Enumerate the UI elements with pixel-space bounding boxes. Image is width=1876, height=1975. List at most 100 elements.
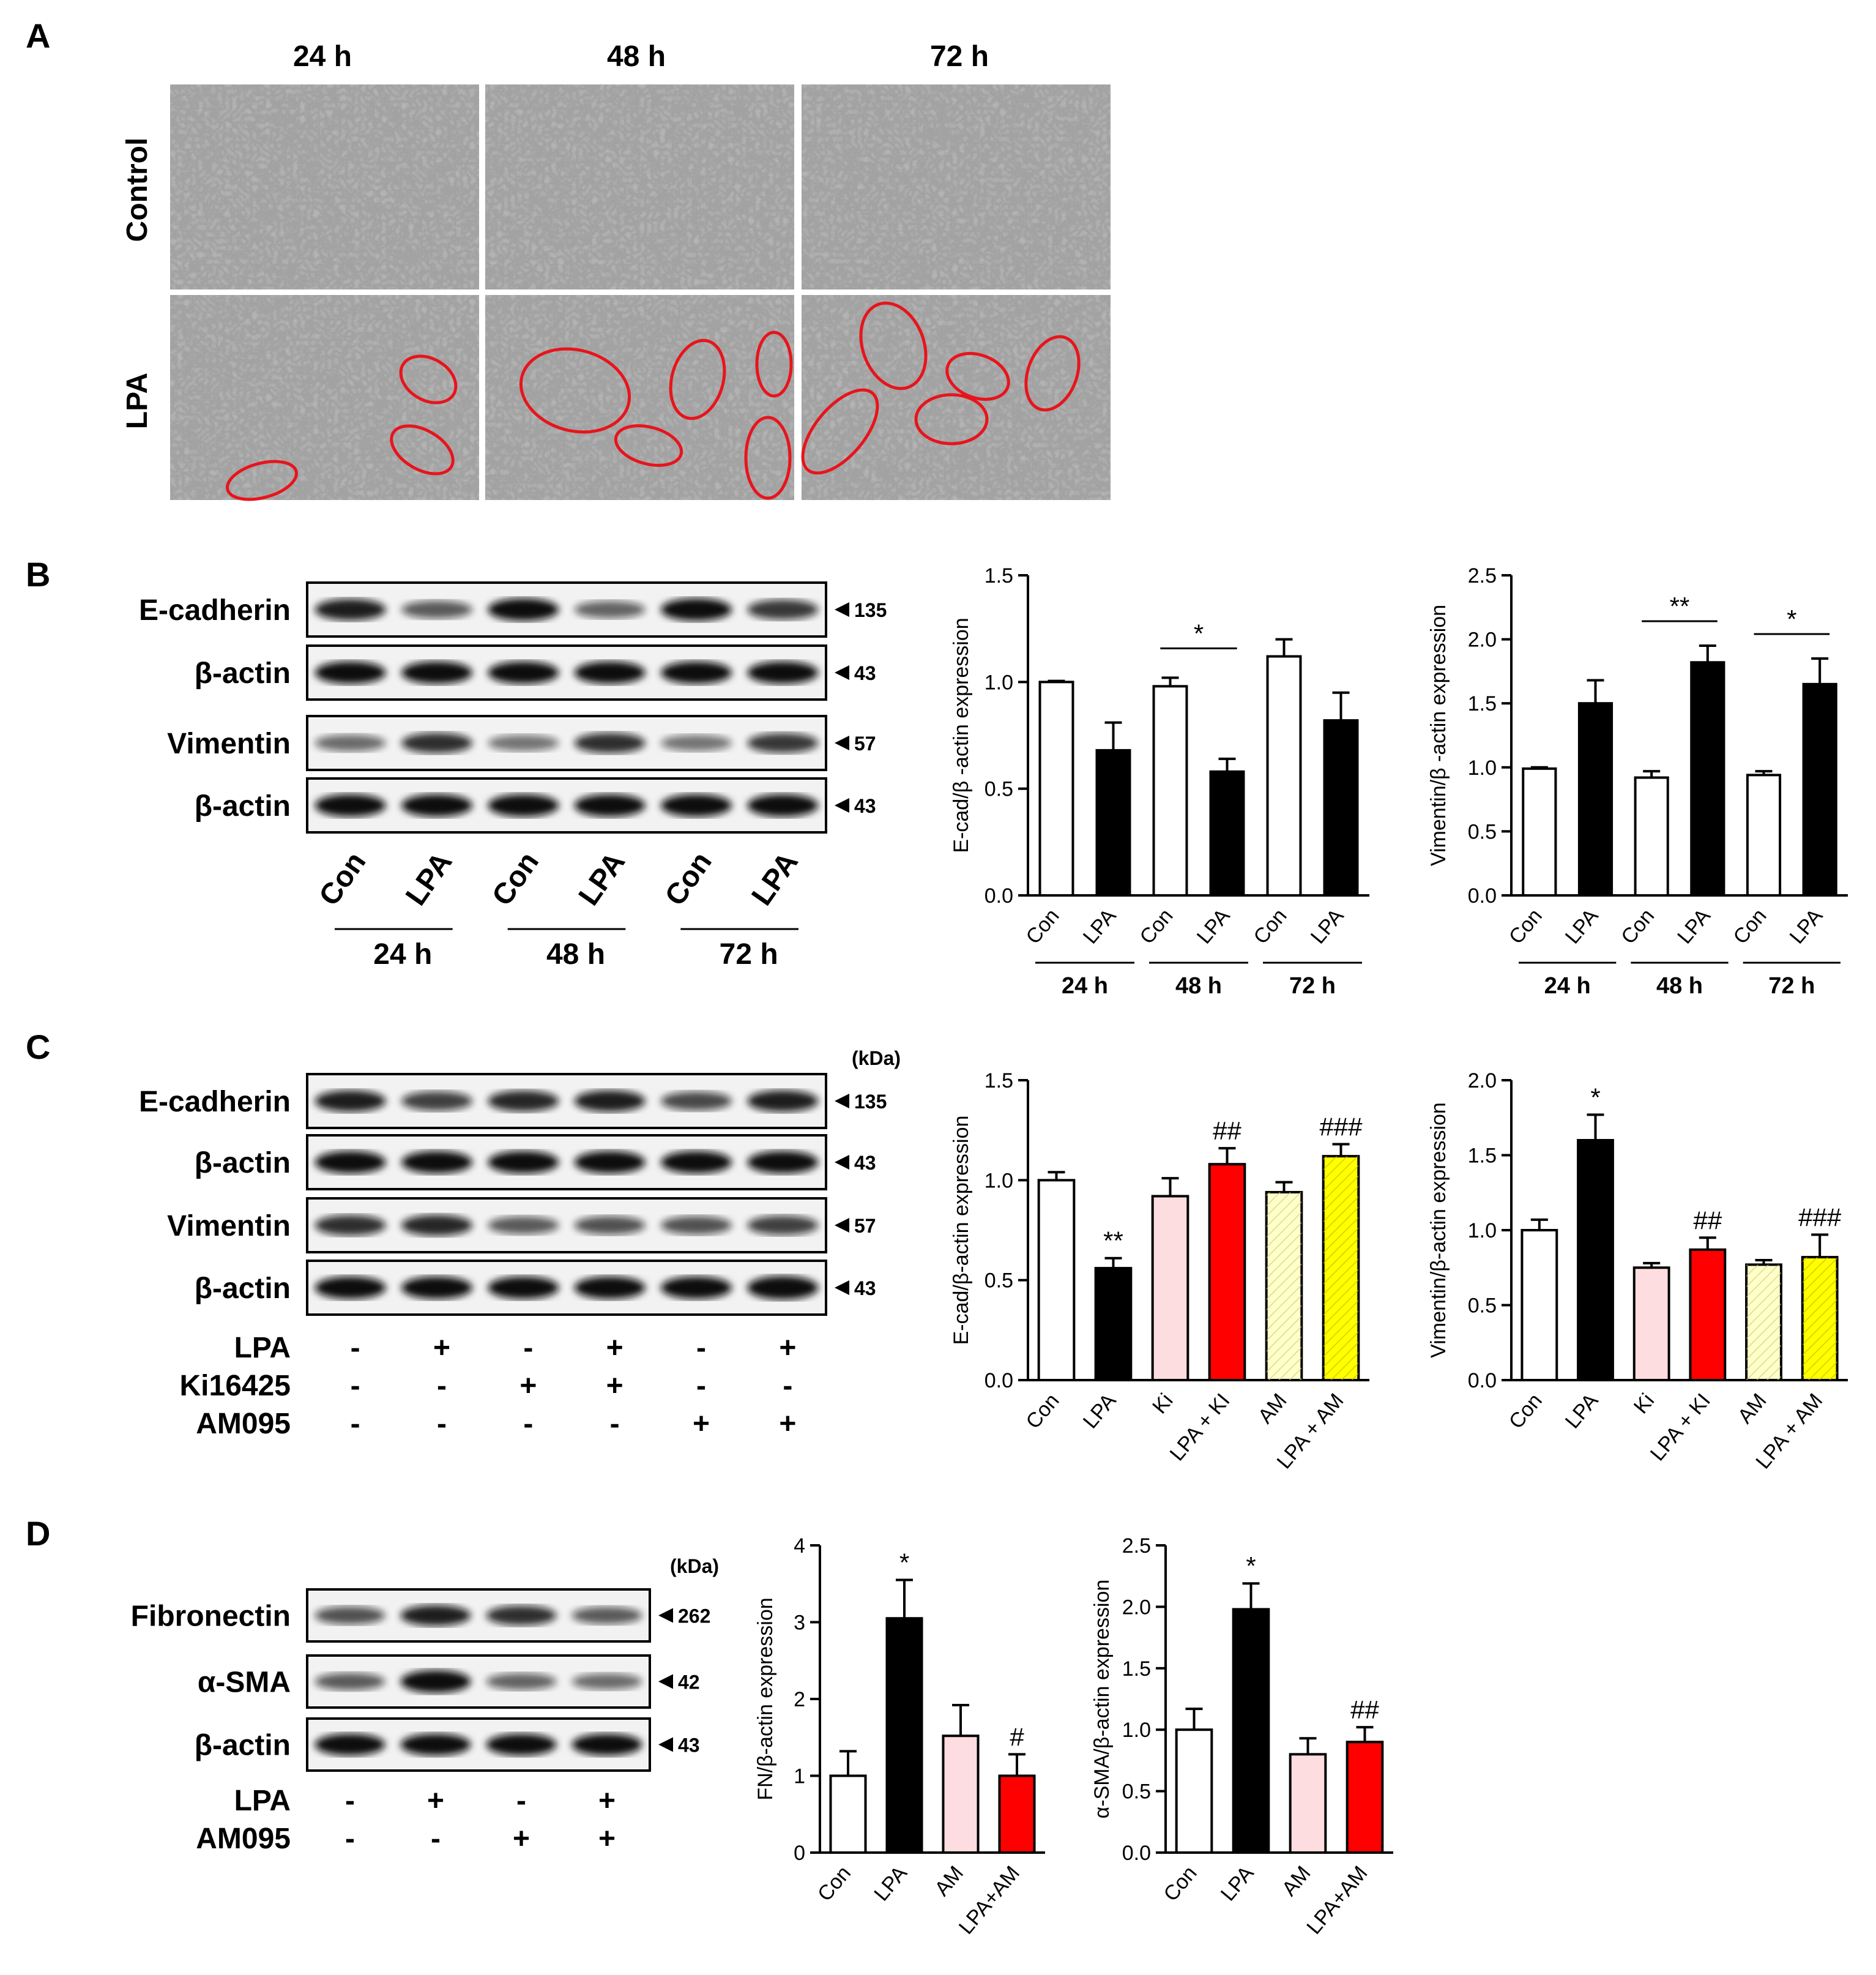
blot-band: [574, 794, 646, 817]
blot-band: [661, 1151, 732, 1174]
blot-band: [401, 794, 472, 817]
y-tick-label: 1.5: [1468, 692, 1497, 715]
blot-band: [488, 734, 559, 752]
x-tick-label: Con: [1617, 905, 1659, 949]
bar: [1266, 655, 1302, 897]
treatment-sign: -: [437, 1408, 447, 1440]
bar-hatch: [1746, 1264, 1781, 1380]
blot-band: [661, 661, 732, 684]
treatment-label: LPA: [234, 1785, 291, 1817]
cell-marker: [669, 338, 726, 420]
treatment-sign: +: [598, 1785, 616, 1817]
significance-label: ##: [1350, 1695, 1379, 1724]
blot-row-label: β-actin: [195, 1147, 291, 1179]
bar: [1209, 770, 1245, 897]
arrow-marker: [835, 736, 849, 750]
x-tick-label: LPA: [1561, 904, 1603, 948]
blot-band: [574, 661, 646, 684]
bar: [1175, 1728, 1213, 1854]
blot-row-label: β-actin: [195, 1272, 291, 1305]
arrow-marker: [658, 1674, 673, 1689]
blot-row-label: Fibronectin: [131, 1600, 291, 1633]
y-axis-label: E-cad/β -actin expression: [950, 618, 973, 853]
significance-label: **: [1670, 592, 1690, 621]
treatment-sign: -: [523, 1408, 533, 1440]
bar: [1094, 1267, 1133, 1381]
y-tick-label: 1.0: [1468, 1219, 1497, 1242]
y-tick-label: 1.5: [985, 564, 1013, 588]
x-tick-label: LPA: [1079, 1389, 1121, 1433]
kda-value: 43: [854, 1277, 876, 1299]
blot-band: [661, 1091, 732, 1111]
row-label-control: Control: [121, 138, 154, 242]
blot-band: [315, 1673, 385, 1690]
arrow-marker: [658, 1608, 673, 1623]
treatment-label: Ki16425: [180, 1370, 291, 1402]
y-tick-label: 2.0: [1122, 1596, 1151, 1619]
x-tick-label: LPA + KI: [1165, 1389, 1234, 1466]
treatment-sign: -: [437, 1370, 447, 1402]
blot-band: [400, 1670, 471, 1693]
cell-marker: [755, 330, 793, 398]
treatment-sign: -: [431, 1823, 441, 1855]
blot-band: [401, 600, 472, 619]
blot-strip: [306, 777, 827, 834]
x-tick-label: Ki: [1629, 1389, 1659, 1419]
kda-value: 57: [854, 1215, 876, 1237]
x-tick-label: Con: [1729, 905, 1771, 949]
blot-band: [315, 1276, 386, 1299]
micrograph-cells: [170, 84, 479, 289]
blot-strip: [306, 581, 827, 638]
row-label-lpa: LPA: [121, 373, 154, 429]
blot-band: [315, 1733, 385, 1756]
y-tick-label: 1.0: [985, 1169, 1013, 1192]
lane-label: Con: [313, 846, 373, 912]
x-tick-label: AM: [1254, 1389, 1292, 1428]
blot-band: [488, 794, 559, 817]
y-tick-label: 0.0: [985, 884, 1013, 908]
blot-band: [747, 661, 819, 684]
bar: [1577, 1139, 1614, 1381]
blot-band: [661, 598, 732, 621]
group-label: 24 h: [1544, 973, 1591, 999]
bar: [1634, 776, 1669, 897]
y-tick-label: 2.0: [1468, 629, 1497, 652]
cell-marker: [390, 424, 455, 476]
group-label: 24 h: [1062, 973, 1108, 999]
panel-c-letter: C: [26, 1028, 50, 1066]
treatment-sign: +: [513, 1823, 530, 1855]
significance-label: ###: [1319, 1113, 1363, 1141]
chart-asma: 0.0 0.5 1.0 1.5 2.0 2.5 α-SMA/β-actin expressi…: [1090, 1534, 1393, 1939]
panel-a-letter: A: [26, 17, 50, 55]
bar-hatch: [1266, 1192, 1302, 1380]
lane-label: LPA: [400, 846, 458, 911]
blot-band: [488, 1276, 559, 1299]
lane-label: Con: [486, 846, 545, 912]
panel-d-letter: D: [26, 1514, 50, 1553]
y-tick-label: 0.0: [1468, 1369, 1497, 1392]
bar: [1577, 702, 1614, 897]
blot-row-label: Vimentin: [167, 1210, 291, 1242]
bar: [1232, 1608, 1270, 1854]
x-tick-label: LPA: [1673, 904, 1715, 948]
group-label: 48 h: [1656, 973, 1703, 999]
group-label: 72 h: [1768, 973, 1815, 999]
kda-value: 135: [854, 1091, 887, 1113]
treatment-sign: -: [523, 1332, 533, 1364]
group-label: 72 h: [1289, 973, 1336, 999]
y-tick-label: 0: [794, 1842, 805, 1865]
treatment-label: AM095: [196, 1408, 291, 1440]
cell-marker: [226, 460, 298, 501]
chart-fibronectin: 0 1 2 3 4 FN/β-actin expression Con * LPA AM # LPA+…: [754, 1534, 1045, 1939]
y-tick-label: 0.5: [985, 778, 1013, 801]
treatment-sign: -: [696, 1332, 706, 1364]
treatment-label: AM095: [196, 1823, 291, 1855]
y-axis-label: α-SMA/β-actin expression: [1090, 1580, 1114, 1819]
y-axis-label: E-cad/β-actin expression: [950, 1116, 973, 1345]
y-tick-label: 0.5: [985, 1269, 1013, 1293]
chart-vimentin-inhibitors: 0.0 0.5 1.0 1.5 2.0 Vimentin/β-actin expressi…: [1427, 1069, 1848, 1473]
y-tick-label: 2.0: [1468, 1069, 1497, 1092]
chart-vimentin-time: 0.0 0.5 1.0 1.5 2.0 2.5 Vimentin/β -actin expr…: [1427, 564, 1848, 999]
blot-band: [315, 661, 386, 684]
blot-band: [574, 1151, 646, 1174]
